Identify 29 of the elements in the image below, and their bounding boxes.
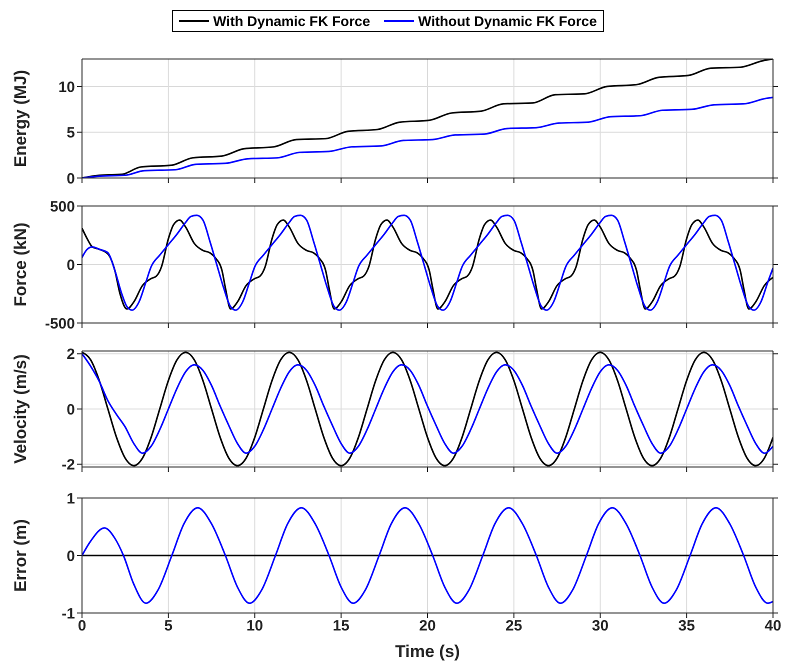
y-tick-label: -2 — [62, 456, 75, 474]
y-axis-title: Force (kN) — [11, 222, 30, 307]
x-tick-label: 25 — [506, 618, 522, 635]
x-tick-label: 20 — [419, 618, 436, 635]
y-axis-title: Error (m) — [11, 519, 30, 592]
y-axis-title: Energy (MJ) — [11, 70, 30, 168]
y-tick-label: -500 — [44, 315, 75, 332]
x-tick-label: 35 — [678, 618, 695, 635]
y-axis-title: Velocity (m/s) — [11, 354, 30, 464]
x-axis-title: Time (s) — [395, 642, 460, 661]
legend-label: Without Dynamic FK Force — [418, 13, 597, 29]
y-tick-label: -1 — [62, 605, 75, 622]
y-tick-label: 0 — [66, 548, 75, 565]
y-tick-label: 0 — [66, 401, 75, 418]
y-tick-label: 10 — [58, 78, 75, 96]
y-tick-label: 500 — [50, 198, 75, 216]
x-tick-label: 30 — [592, 618, 609, 635]
y-tick-label: 1 — [66, 490, 75, 508]
y-tick-label: 0 — [66, 256, 75, 274]
y-tick-label: 2 — [66, 346, 75, 364]
x-tick-label: 0 — [78, 618, 86, 635]
x-tick-label: 10 — [246, 618, 264, 635]
x-tick-label: 15 — [332, 618, 350, 635]
y-tick-label: 5 — [66, 124, 75, 142]
x-tick-label: 5 — [164, 618, 173, 635]
legend-label: With Dynamic FK Force — [213, 13, 370, 29]
y-tick-label: 0 — [66, 170, 75, 188]
x-tick-label: 40 — [764, 618, 782, 635]
line-series — [82, 506, 773, 604]
